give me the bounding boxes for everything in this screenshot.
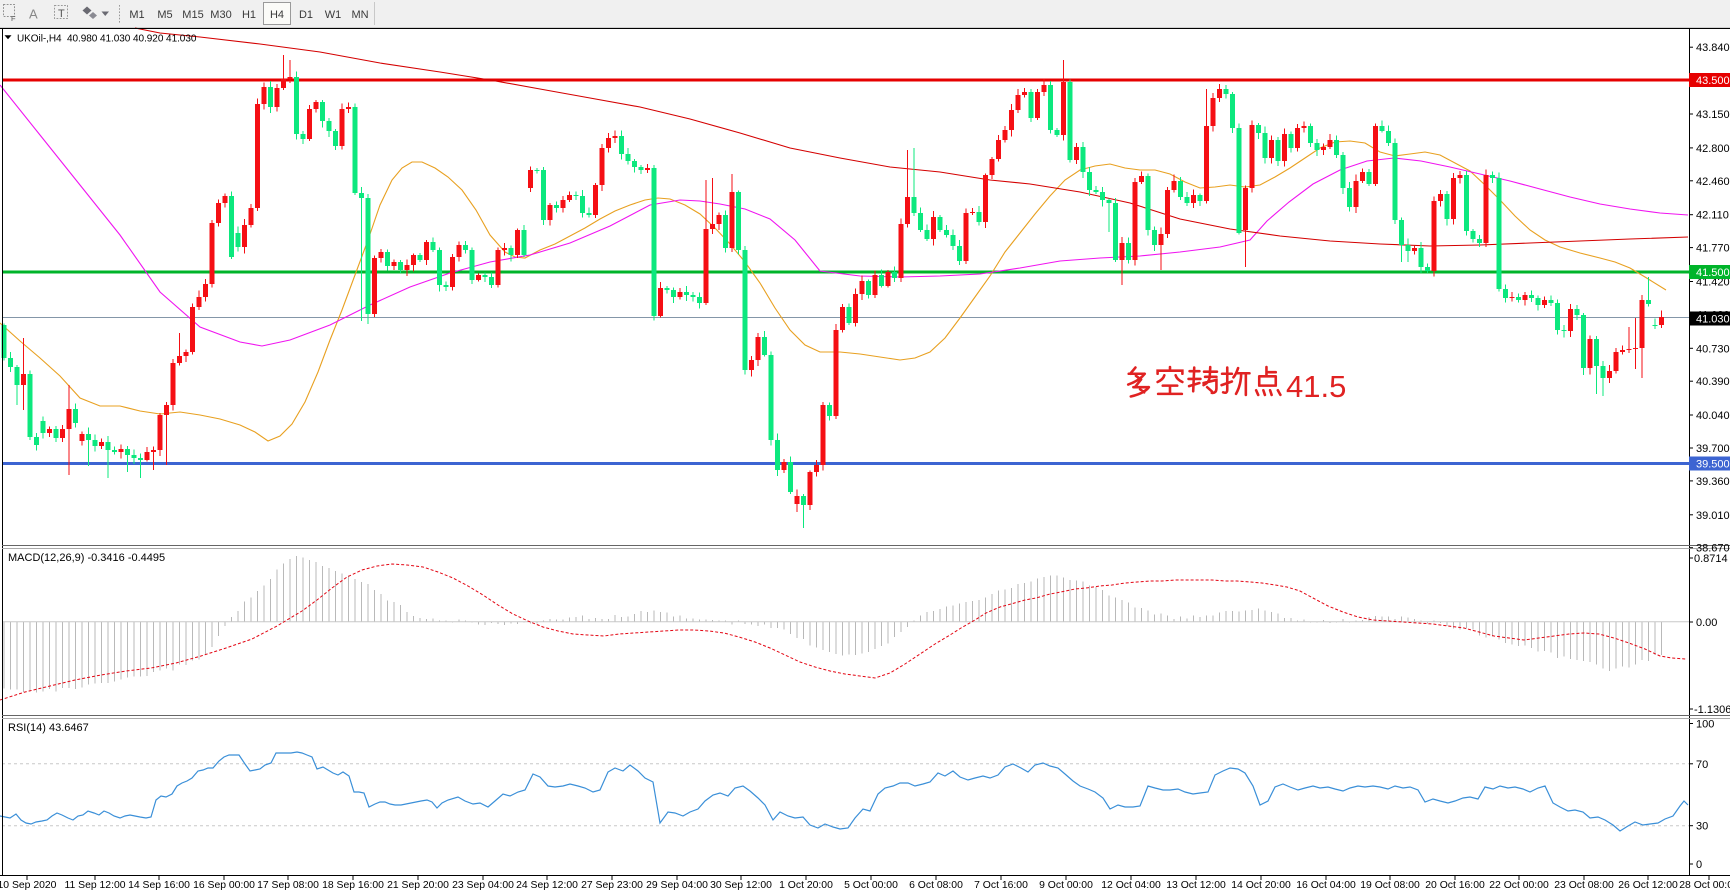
svg-text:5 Oct 00:00: 5 Oct 00:00 — [844, 880, 898, 891]
svg-text:17 Sep 08:00: 17 Sep 08:00 — [257, 880, 319, 891]
svg-text:27 Sep 23:00: 27 Sep 23:00 — [581, 880, 643, 891]
svg-text:40.730: 40.730 — [1696, 343, 1730, 355]
svg-text:RSI(14) 43.6467: RSI(14) 43.6467 — [8, 722, 89, 734]
svg-text:D1: D1 — [299, 9, 313, 21]
svg-text:10 Sep 2020: 10 Sep 2020 — [0, 880, 57, 891]
svg-text:0: 0 — [1696, 859, 1702, 871]
svg-text:39.700: 39.700 — [1696, 443, 1730, 455]
svg-text:H1: H1 — [242, 9, 256, 21]
svg-text:42.460: 42.460 — [1696, 176, 1730, 188]
svg-text:41.030: 41.030 — [1696, 314, 1730, 326]
svg-text:16 Oct 04:00: 16 Oct 04:00 — [1296, 880, 1356, 891]
svg-text:18 Sep 16:00: 18 Sep 16:00 — [322, 880, 384, 891]
svg-text:42.800: 42.800 — [1696, 143, 1730, 155]
svg-text:W1: W1 — [325, 9, 342, 21]
svg-text:41.500: 41.500 — [1696, 267, 1730, 279]
svg-text:21 Sep 20:00: 21 Sep 20:00 — [387, 880, 449, 891]
svg-text:70: 70 — [1696, 759, 1708, 771]
svg-text:7 Oct 16:00: 7 Oct 16:00 — [974, 880, 1028, 891]
svg-text:F: F — [11, 14, 16, 23]
svg-text:26 Oct 12:00: 26 Oct 12:00 — [1618, 880, 1678, 891]
svg-text:39.500: 39.500 — [1696, 459, 1730, 471]
svg-text:13 Oct 12:00: 13 Oct 12:00 — [1166, 880, 1226, 891]
svg-text:M1: M1 — [129, 9, 144, 21]
svg-text:43.500: 43.500 — [1696, 75, 1730, 87]
svg-text:UKOil-,H4 40.980 41.030 40.92: UKOil-,H4 40.980 41.030 40.920 41.030 — [17, 33, 197, 44]
svg-text:42.110: 42.110 — [1696, 210, 1729, 222]
svg-text:H4: H4 — [270, 9, 284, 21]
svg-text:12 Oct 04:00: 12 Oct 04:00 — [1101, 880, 1161, 891]
svg-text:28 Oct 00:00: 28 Oct 00:00 — [1679, 880, 1730, 891]
svg-text:14 Oct 20:00: 14 Oct 20:00 — [1231, 880, 1291, 891]
svg-text:39.010: 39.010 — [1696, 510, 1730, 522]
svg-text:23 Sep 04:00: 23 Sep 04:00 — [452, 880, 514, 891]
svg-text:41.5: 41.5 — [1286, 369, 1346, 404]
svg-text:40.390: 40.390 — [1696, 376, 1730, 388]
svg-text:38.670: 38.670 — [1696, 543, 1730, 555]
svg-text:30: 30 — [1696, 821, 1708, 833]
svg-text:M15: M15 — [182, 9, 203, 21]
svg-text:A: A — [29, 7, 38, 22]
svg-text:-1.1306: -1.1306 — [1694, 704, 1730, 716]
svg-text:M30: M30 — [210, 9, 231, 21]
svg-text:14 Sep 16:00: 14 Sep 16:00 — [128, 880, 190, 891]
svg-text:43.150: 43.150 — [1696, 109, 1730, 121]
svg-text:T: T — [58, 8, 65, 20]
svg-text:16 Sep 00:00: 16 Sep 00:00 — [193, 880, 255, 891]
svg-text:41.420: 41.420 — [1696, 277, 1730, 289]
svg-text:0.8714: 0.8714 — [1694, 553, 1728, 565]
svg-text:43.840: 43.840 — [1696, 42, 1730, 54]
svg-text:22 Oct 00:00: 22 Oct 00:00 — [1489, 880, 1549, 891]
svg-text:40.040: 40.040 — [1696, 410, 1730, 422]
svg-text:20 Oct 16:00: 20 Oct 16:00 — [1425, 880, 1485, 891]
svg-text:39.360: 39.360 — [1696, 476, 1730, 488]
svg-text:6 Oct 08:00: 6 Oct 08:00 — [909, 880, 963, 891]
svg-text:11 Sep 12:00: 11 Sep 12:00 — [64, 880, 125, 891]
svg-text:19 Oct 08:00: 19 Oct 08:00 — [1360, 880, 1420, 891]
svg-text:23 Oct 08:00: 23 Oct 08:00 — [1554, 880, 1614, 891]
svg-text:9 Oct 00:00: 9 Oct 00:00 — [1039, 880, 1093, 891]
svg-text:29 Sep 04:00: 29 Sep 04:00 — [646, 880, 708, 891]
svg-text:MACD(12,26,9) -0.3416 -0.4495: MACD(12,26,9) -0.3416 -0.4495 — [8, 552, 165, 564]
svg-text:MN: MN — [351, 9, 368, 21]
svg-text:1 Oct 20:00: 1 Oct 20:00 — [779, 880, 833, 891]
svg-text:M5: M5 — [157, 9, 172, 21]
svg-text:41.770: 41.770 — [1696, 243, 1730, 255]
svg-text:30 Sep 12:00: 30 Sep 12:00 — [710, 880, 772, 891]
svg-text:24 Sep 12:00: 24 Sep 12:00 — [516, 880, 578, 891]
svg-text:100: 100 — [1696, 719, 1714, 731]
svg-text:0.00: 0.00 — [1696, 617, 1717, 629]
